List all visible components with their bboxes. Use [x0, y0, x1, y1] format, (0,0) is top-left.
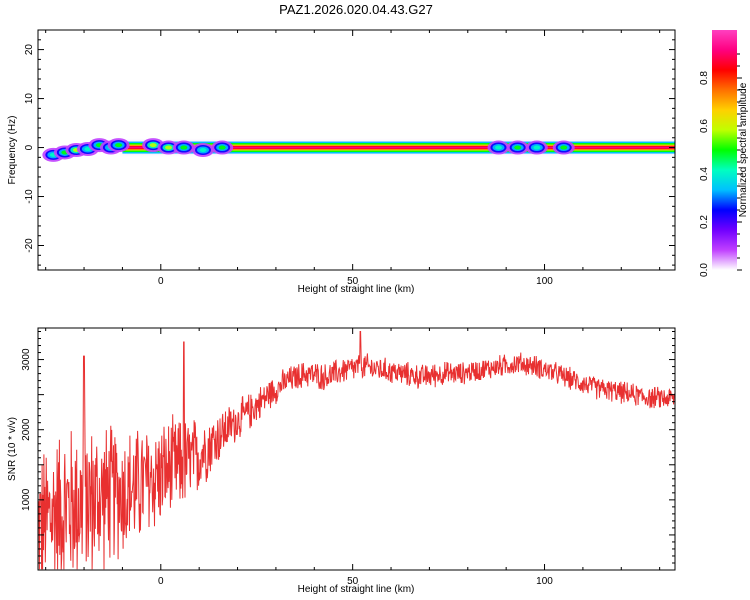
spectrogram-y-ticks: 20 10 0 -10 -20 [24, 29, 675, 266]
colorbar-tick-label: 0.6 [699, 119, 710, 133]
spectrogram-x-tick-label: 100 [536, 276, 553, 287]
spectrogram-blob [180, 145, 188, 150]
ridge-band [122, 146, 675, 149]
spectrogram-x-tick-label: 50 [347, 276, 359, 287]
spectrogram-x-ticks: 0 50 100 [45, 30, 661, 287]
snr-y-ticks: 1000 2000 3000 [21, 331, 675, 564]
spectrogram-blob [533, 145, 541, 150]
snr-panel: 0 50 100 1000 2000 3000 Height of straight l… [7, 327, 676, 595]
spectrogram-blob [115, 143, 123, 148]
spectrogram-blob [218, 145, 226, 150]
spectrogram-blob [560, 145, 568, 150]
spectrogram-blob [199, 148, 207, 152]
spectrogram-y-tick-label: 20 [24, 44, 35, 56]
snr-marks [38, 331, 675, 570]
spectrogram-x-label: Height of straight line (km) [298, 284, 415, 295]
colorbar-tick-label: 0.0 [699, 263, 710, 277]
spectrogram-blob [514, 145, 522, 150]
figure-title: PAZ1.2026.020.04.43.G27 [279, 2, 433, 17]
spectrogram-x-tick-label: 0 [158, 276, 164, 287]
snr-x-ticks: 0 50 100 [45, 328, 661, 587]
snr-x-label: Height of straight line (km) [298, 584, 415, 595]
snr-y-tick-label: 3000 [21, 348, 32, 371]
colorbar-label: Normalized spectral amplitude [738, 82, 749, 217]
snr-y-tick-label: 1000 [21, 488, 32, 511]
spectrogram-y-tick-label: 0 [24, 144, 35, 150]
spectrogram-blob [494, 145, 502, 150]
snr-series-line [38, 331, 675, 570]
snr-y-label: SNR (10 * v/v) [7, 417, 18, 481]
colorbar-gradient [712, 30, 737, 270]
spectrogram-y-tick-label: -10 [24, 189, 35, 204]
snr-x-tick-label: 100 [536, 576, 553, 587]
snr-x-tick-label: 0 [158, 576, 164, 587]
colorbar-tick-label: 0.2 [699, 215, 710, 229]
spectrogram-marks [42, 138, 675, 162]
colorbar: 0.0 0.2 0.4 0.6 0.8 Normalized spectral ampl… [699, 30, 749, 277]
spectrogram-blob [164, 145, 172, 150]
snr-x-tick-label: 50 [347, 576, 359, 587]
colorbar-tick-label: 0.8 [699, 71, 710, 85]
spectrogram-y-tick-label: -20 [24, 238, 35, 253]
colorbar-tick-label: 0.4 [699, 167, 710, 181]
snr-frame [37, 327, 676, 571]
spectrogram-blob [149, 143, 157, 148]
spectrogram-frame [37, 29, 676, 271]
spectrogram-y-label: Frequency (Hz) [7, 116, 18, 185]
snr-y-tick-label: 2000 [21, 418, 32, 441]
colorbar-ticks: 0.0 0.2 0.4 0.6 0.8 [699, 53, 742, 277]
spectrogram-y-tick-label: 10 [24, 93, 35, 105]
